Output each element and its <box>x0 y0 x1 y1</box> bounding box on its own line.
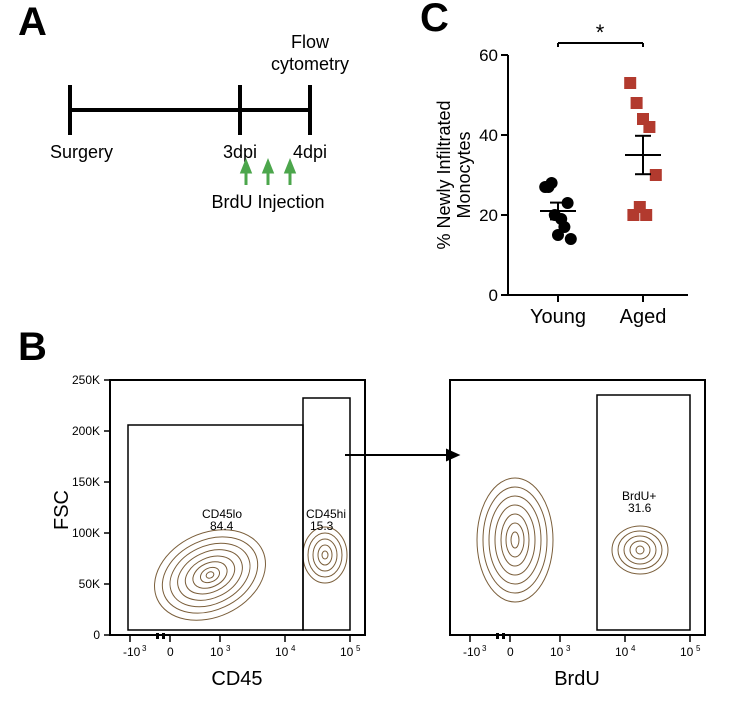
svg-text:0: 0 <box>167 645 174 659</box>
flow-left: 0 50K 100K 150K 200K 250K -103 0 103 104… <box>72 373 365 690</box>
panel-c-scatter: 0 20 40 60 Young Aged % Newly Infiltrate… <box>428 15 708 345</box>
right-frame <box>450 380 705 635</box>
cat-aged: Aged <box>620 306 667 328</box>
y-tick-60-label: 60 <box>479 46 498 65</box>
svg-text:250K: 250K <box>72 373 100 387</box>
point-aged <box>643 121 655 133</box>
svg-text:5: 5 <box>696 644 701 653</box>
panel-a-timeline: Flow cytometry Surgery 3dpi 4dpi BrdU In… <box>50 30 350 220</box>
point-aged <box>650 169 662 181</box>
label-4dpi: 4dpi <box>293 142 327 162</box>
gate-brdu-pct: 31.6 <box>628 501 652 515</box>
xlabel-left: CD45 <box>211 668 262 690</box>
svg-text:3: 3 <box>226 644 231 653</box>
brdu-neg-contours <box>477 478 553 602</box>
svg-text:10: 10 <box>340 645 354 659</box>
panel-b-flowplots: 0 50K 100K 150K 200K 250K -103 0 103 104… <box>50 370 710 715</box>
y-tick-40-label: 40 <box>479 126 498 145</box>
svg-text:10: 10 <box>275 645 289 659</box>
point-aged <box>624 77 636 89</box>
svg-text:50K: 50K <box>79 577 100 591</box>
point-aged <box>631 97 643 109</box>
xlabel-right: BrdU <box>554 668 600 690</box>
left-yticks: 0 50K 100K 150K 200K 250K <box>72 373 110 642</box>
svg-text:200K: 200K <box>72 424 100 438</box>
sig-star: * <box>596 20 605 45</box>
gate-cd45hi-pct: 15.3 <box>310 519 334 533</box>
svg-text:4: 4 <box>291 644 296 653</box>
brdu-arrow-2 <box>264 162 272 185</box>
brdu-arrow-3 <box>286 162 294 185</box>
flow-label1: Flow <box>291 32 330 52</box>
scatter-svg: 0 20 40 60 Young Aged % Newly Infiltrate… <box>428 15 708 345</box>
gate-cd45lo-pct: 84.4 <box>210 519 234 533</box>
svg-text:4: 4 <box>631 644 636 653</box>
ylabel-fsc: FSC <box>51 490 73 530</box>
flow-svg: 0 50K 100K 150K 200K 250K -103 0 103 104… <box>50 370 710 715</box>
svg-text:3: 3 <box>566 644 571 653</box>
flow-label2: cytometry <box>271 54 349 74</box>
svg-text:10: 10 <box>550 645 564 659</box>
point-young <box>565 233 577 245</box>
brdu-arrow-1 <box>242 162 250 185</box>
point-aged <box>640 209 652 221</box>
svg-text:0: 0 <box>507 645 514 659</box>
panel-label-a: A <box>18 0 47 45</box>
cd45hi-contours <box>303 527 347 583</box>
y-tick-20-label: 20 <box>479 206 498 225</box>
svg-text:-10: -10 <box>123 645 141 659</box>
y-tick-0-label: 0 <box>489 286 498 305</box>
brdu-injection-label: BrdU Injection <box>211 192 324 212</box>
label-surgery: Surgery <box>50 142 113 162</box>
svg-text:10: 10 <box>680 645 694 659</box>
ylabel-line2: Monocytes <box>454 131 474 218</box>
flow-arrow <box>345 450 458 460</box>
svg-text:-10: -10 <box>463 645 481 659</box>
svg-text:10: 10 <box>210 645 224 659</box>
brdu-pos-contours <box>612 526 668 574</box>
ylabel-line1: % Newly Infiltrated <box>434 100 454 249</box>
svg-text:0: 0 <box>93 628 100 642</box>
svg-text:3: 3 <box>142 644 147 653</box>
svg-text:150K: 150K <box>72 475 100 489</box>
timeline-svg: Flow cytometry Surgery 3dpi 4dpi BrdU In… <box>50 30 350 220</box>
point-young <box>542 181 554 193</box>
right-xticks: -103 0 103 104 105 <box>463 633 701 659</box>
svg-text:100K: 100K <box>72 526 100 540</box>
left-xticks: -103 0 103 104 105 <box>123 633 361 659</box>
flow-right: -103 0 103 104 105 BrdU+ 31.6 <box>450 380 705 690</box>
svg-text:5: 5 <box>356 644 361 653</box>
label-3dpi: 3dpi <box>223 142 257 162</box>
cat-young: Young <box>530 306 586 328</box>
panel-label-b: B <box>18 325 47 370</box>
svg-text:10: 10 <box>615 645 629 659</box>
svg-text:3: 3 <box>482 644 487 653</box>
